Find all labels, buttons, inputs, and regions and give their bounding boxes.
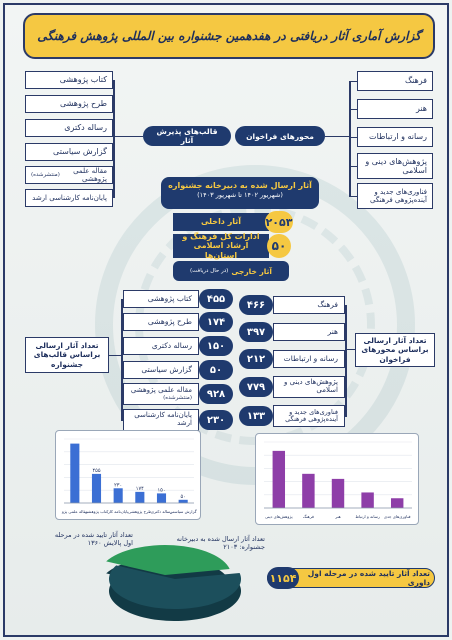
format-bar-chart-svg: مقاله علمی پژو ۴۵۵ کتاب پژوهشی ۲۳۰ پایان‌نام…	[61, 438, 197, 514]
bar-category-label: هنر	[334, 514, 341, 519]
by-axis-label: تعداد آثار ارسالی براساس محورهای فراخوان	[355, 333, 435, 367]
bar	[272, 450, 286, 508]
bar	[390, 498, 404, 508]
axis-bar-chart: پژوهش‌های دینی فرهنگ هنر رسانه و ارتباط فناو…	[255, 433, 419, 525]
bar	[156, 493, 167, 503]
pie-note-approved: تعداد آثار تایید شده در مرحله اول پالایش…	[54, 531, 133, 548]
format-item: پایان‌نامه کارشناسی ارشد	[25, 189, 113, 207]
connector-line	[349, 166, 357, 167]
connector-line	[345, 305, 347, 417]
format-stat-row: ۲۳۰ پایان‌نامه کارشناسی ارشد	[123, 409, 233, 431]
bar-category-label: رسانه و ارتباط	[355, 514, 380, 519]
axis-stat-row: فرهنگ ۴۶۶	[239, 295, 345, 315]
bar-category-label: مقاله علمی پژو	[61, 509, 88, 514]
format-item: گزارش سیاستی	[25, 143, 113, 161]
pie-slice	[108, 565, 241, 621]
pie-note-submitted: تعداد آثار ارسال شده به دبیرخانه جشنواره…	[176, 535, 265, 552]
call-axis-item: هنر	[357, 99, 433, 119]
bar	[135, 491, 145, 503]
by-format-label: تعداد آثار ارسالی براساس قالب‌های جشنوار…	[25, 337, 109, 373]
axis-stat-row: پژوهش‌های دینی و اسلامی ۷۷۹	[239, 376, 345, 398]
pie-chart	[106, 545, 241, 621]
call-axes-label: محورهای فراخوان	[235, 126, 325, 146]
offices-count: ۵۰	[267, 234, 291, 258]
bar-category-label: رساله دکتری	[151, 509, 172, 514]
domestic-count: ۲۰۵۳	[265, 211, 293, 233]
format-stat-row: ۴۵۵ کتاب پژوهشی	[123, 289, 233, 309]
format-stat-row: ۹۲۸ مقاله علمی پژوهشی (منتشرشده)	[123, 383, 233, 405]
format-item: طرح پژوهشی	[25, 95, 113, 113]
bar	[91, 473, 102, 503]
call-axis-item: فناوری‌های جدید و آینده‌پژوهی فرهنگی	[357, 183, 433, 209]
format-stat-row: ۱۵۰ رساله دکتری	[123, 336, 233, 356]
axis-stat-row: رسانه و ارتباطات ۲۱۲	[239, 349, 345, 369]
bar-category-label: کتاب پژوهشی	[85, 509, 109, 514]
connector-line	[109, 355, 121, 356]
axis-bar-chart-svg: پژوهش‌های دینی فرهنگ هنر رسانه و ارتباط فناو…	[264, 441, 412, 519]
format-item: رساله دکتری	[25, 119, 113, 137]
bar	[331, 478, 345, 508]
call-axis-item: فرهنگ	[357, 71, 433, 91]
connector-line	[347, 349, 355, 350]
format-stat-row: ۱۷۴ طرح پژوهشی	[123, 312, 233, 332]
bar-category-label: فناوری‌های جدی	[384, 514, 411, 519]
infographic-frame: گزارش آماری آثار دریافتی در هفدهمین جشنو…	[3, 3, 449, 637]
call-axis-item: پژوهش‌های دینی و اسلامی	[357, 153, 433, 179]
format-item: کتاب پژوهشی	[25, 71, 113, 89]
bar-value-label: ۲۳۰	[114, 482, 122, 488]
connector-line	[349, 81, 357, 82]
connector-line	[349, 109, 357, 110]
bar-category-label: پایان‌نامه کار	[107, 509, 129, 514]
total-approved-count: ۱۱۵۴	[267, 567, 299, 589]
connector-line	[325, 136, 349, 137]
pie-slice-top	[106, 545, 230, 575]
center-title: آثار ارسال شده به دبیرخانه جشنواره (شهری…	[161, 177, 319, 209]
bar-value-label: ۱۵۰	[157, 487, 165, 493]
connector-line	[349, 196, 357, 197]
format-stat-row: ۵۰ گزارش سیاستی	[123, 360, 233, 380]
bar	[361, 492, 374, 508]
page-title: گزارش آماری آثار دریافتی در هفدهمین جشنو…	[23, 13, 435, 59]
connector-line	[349, 137, 357, 138]
connector-line	[113, 80, 115, 198]
offices-label: ادارات کل فرهنگ و ارشاد اسلامی استان‌ها	[173, 232, 269, 260]
axis-stat-row: هنر ۳۹۷	[239, 322, 345, 342]
format-bar-chart: مقاله علمی پژو ۴۵۵ کتاب پژوهشی ۲۳۰ پایان‌نام…	[55, 430, 201, 520]
bar	[70, 443, 80, 503]
axis-stat-row: فناوری‌های جدید و آینده‌پژوهی فرهنگی ۱۳۳	[239, 405, 345, 427]
bar-category-label: پژوهش‌های دینی	[265, 514, 293, 519]
pie-slice-top	[109, 565, 241, 609]
bar-category-label: طرح پژوهشی	[128, 509, 152, 514]
bar-value-label: ۴۵۵	[92, 468, 100, 474]
bar	[302, 473, 315, 508]
foreign-label: آثار خارجی (در حال دریافت)	[173, 261, 289, 281]
format-item: مقاله علمی پژوهشی (منتشرشده)	[25, 166, 113, 184]
connector-line	[349, 81, 351, 197]
connector-line	[121, 299, 123, 421]
bar-category-label: فرهنگ	[303, 514, 314, 519]
bar-category-label: گزارش سیاستی	[170, 509, 197, 514]
bar	[113, 488, 123, 503]
call-axis-item: رسانه و ارتباطات	[357, 127, 433, 147]
bar-value-label: ۱۷۴	[136, 486, 144, 492]
bar	[178, 499, 188, 503]
domestic-label: آثار داخلی	[173, 213, 269, 231]
formats-label: قالب‌های پذیرش آثار	[143, 126, 231, 146]
bar-value-label: ۵۰	[180, 494, 185, 500]
connector-line	[115, 136, 143, 137]
